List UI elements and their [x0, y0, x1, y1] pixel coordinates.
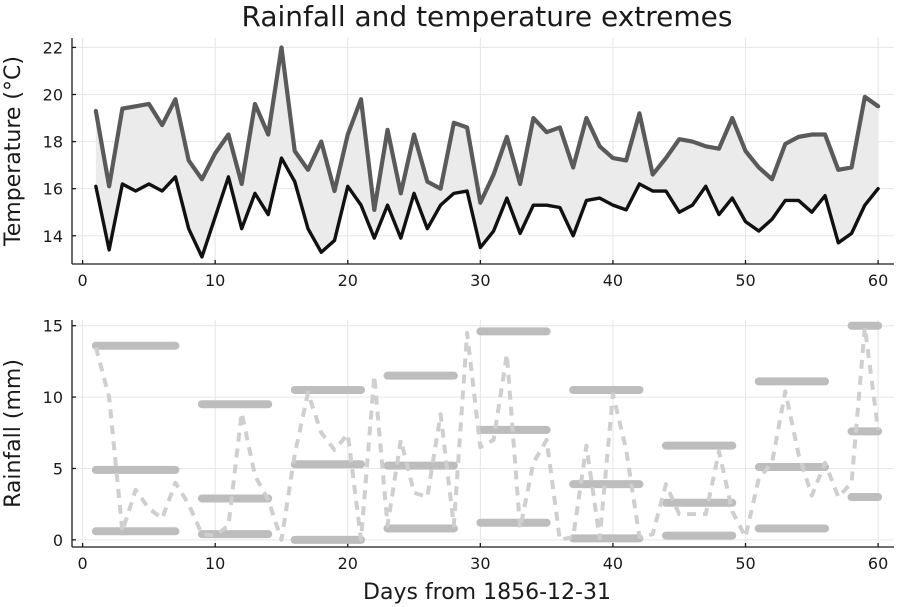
min-temperature-line — [94, 156, 880, 259]
y-tick-label: 18 — [43, 133, 63, 152]
x-tick-label: 10 — [205, 271, 225, 290]
x-tick-label: 60 — [868, 554, 888, 573]
x-tick-label: 60 — [868, 271, 888, 290]
y-tick-label: 16 — [43, 180, 63, 199]
y-axis-label: Rainfall (mm) — [1, 359, 26, 508]
daily-rainfall-line — [93, 325, 881, 542]
max-temperature-line — [93, 45, 881, 212]
x-tick-label: 20 — [338, 271, 358, 290]
temperature-panel: 0 10 20 30 40 50 60 14 16 18 20 22 Temperature (°C) — [1, 38, 894, 290]
x-tick-label: 0 — [78, 271, 88, 290]
y-axis-label: Temperature (°C) — [1, 56, 26, 247]
x-tick-label: 50 — [735, 554, 755, 573]
y-tick-label: 22 — [43, 38, 63, 57]
rainfall-panel: 0 10 20 30 40 50 60 0 5 10 15 Rainfall (mm) — [1, 317, 894, 573]
temperature-range-band — [95, 47, 879, 257]
x-tick-label: 30 — [470, 271, 490, 290]
x-tick-label: 50 — [735, 271, 755, 290]
x-axis-label: Days from 1856-12-31 — [363, 580, 611, 605]
x-tick-label: 0 — [78, 554, 88, 573]
y-tick-label: 5 — [53, 459, 63, 478]
x-tick-label: 30 — [470, 554, 490, 573]
x-tick-label: 10 — [205, 554, 225, 573]
y-tick-label: 20 — [43, 86, 63, 105]
x-tick-label: 40 — [603, 271, 623, 290]
y-tick-label: 0 — [53, 531, 63, 550]
y-tick-label: 10 — [43, 388, 63, 407]
x-tick-label: 20 — [338, 554, 358, 573]
x-tick-label: 40 — [603, 554, 623, 573]
chart-title: Rainfall and temperature extremes — [242, 0, 733, 33]
y-tick-label: 15 — [43, 317, 63, 336]
y-tick-label: 14 — [43, 227, 63, 246]
